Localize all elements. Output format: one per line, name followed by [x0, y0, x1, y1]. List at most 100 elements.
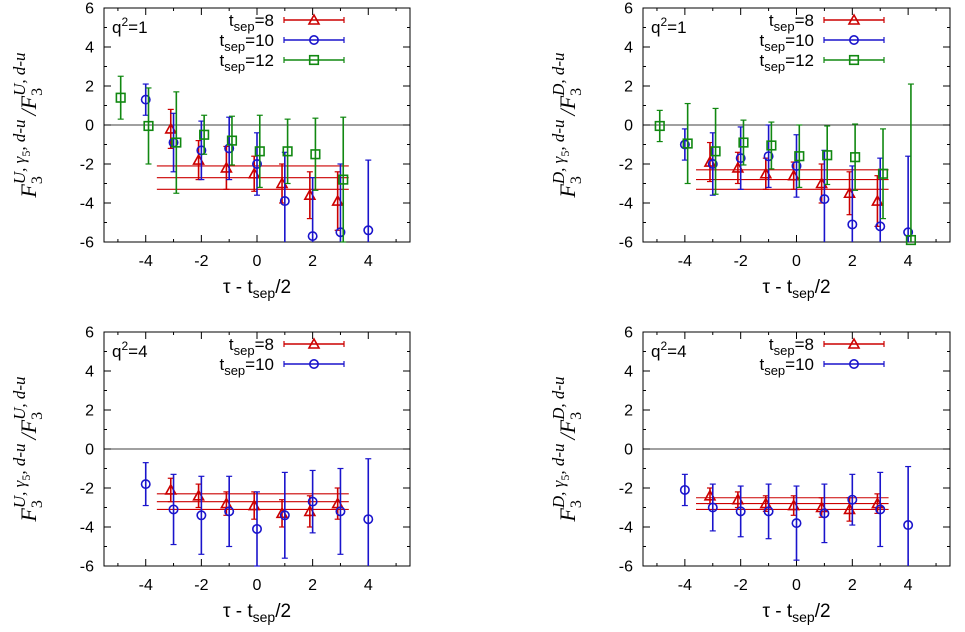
data-point — [847, 494, 858, 505]
x-tick-label: -4 — [139, 253, 153, 270]
legend-label: tsep=10 — [759, 31, 814, 54]
y-axis-label: F3U, γ5, d-u/F3U, d-u — [10, 376, 46, 522]
y-tick-label: 6 — [85, 1, 94, 18]
data-point — [682, 138, 693, 149]
legend-label: tsep=8 — [769, 335, 814, 358]
y-tick-label: -6 — [619, 235, 633, 252]
data-point — [905, 234, 917, 246]
data-point — [877, 168, 889, 179]
y-tick-label: 0 — [624, 442, 633, 459]
data-point — [819, 508, 830, 519]
data-point — [875, 221, 886, 232]
chart-panel-4: 6 4 2 0 -2 -4 -6 -4 -2 0 2 4 τ - tsep/2 F3D, γ5, d-u/… — [549, 325, 951, 625]
data-point — [654, 120, 665, 132]
y-tick-label: 6 — [624, 1, 633, 18]
x-tick-label: -2 — [734, 577, 748, 594]
data-point — [707, 502, 718, 513]
y-axis-label: F3U, γ5, d-u/F3U, d-u — [10, 52, 46, 198]
legend-label: tsep=10 — [219, 31, 274, 54]
series-tsep=10 — [679, 465, 914, 566]
y-tick-label: -6 — [80, 235, 94, 252]
y-tick-label: -2 — [80, 481, 94, 498]
q2-label: q2=1 — [651, 15, 687, 37]
x-tick-label: 0 — [253, 253, 262, 270]
y-tick-label: 6 — [624, 325, 633, 342]
y-tick-label: 4 — [85, 40, 94, 57]
y-tick-label: -6 — [619, 559, 633, 576]
y-tick-label: 2 — [85, 79, 94, 96]
chart-panel-2: 6 4 2 0 -2 -4 -6 -4 -2 0 2 4 τ - tsep/2 F3D, γ5, d-u/… — [549, 1, 951, 301]
data-point — [279, 510, 290, 521]
legend-label: tsep=8 — [229, 11, 274, 34]
x-tick-label: 0 — [253, 577, 262, 594]
series-tsep=10 — [140, 458, 374, 567]
data-point — [791, 160, 802, 171]
x-tick-label: -4 — [678, 577, 692, 594]
legend-marker — [847, 13, 861, 25]
data-point — [735, 153, 746, 164]
x-tick-label: 4 — [904, 577, 913, 594]
q2-label: q2=1 — [112, 15, 148, 37]
x-tick-label: -2 — [734, 253, 748, 270]
y-axis-label: F3D, γ5, d-u/F3D, d-u — [549, 376, 585, 522]
y-tick-label: -4 — [619, 196, 633, 213]
legend-marker — [307, 337, 321, 349]
data-point — [171, 137, 182, 148]
x-tick-label: 2 — [308, 577, 317, 594]
data-point — [335, 506, 346, 517]
data-point — [226, 135, 238, 146]
data-point — [875, 504, 886, 515]
y-tick-label: -4 — [80, 196, 94, 213]
legend-label: tsep=12 — [759, 51, 814, 74]
legend-label: tsep=8 — [769, 11, 814, 34]
x-tick-label: 0 — [792, 577, 801, 594]
data-point — [763, 506, 774, 517]
x-axis-label: τ - tsep/2 — [762, 277, 830, 301]
y-tick-label: 4 — [85, 364, 94, 381]
legend-marker — [308, 358, 319, 369]
x-tick-label: 0 — [792, 253, 801, 270]
data-point — [819, 194, 830, 205]
data-point — [763, 151, 774, 162]
data-point — [307, 496, 318, 507]
data-point — [335, 227, 346, 238]
legend-marker — [308, 54, 320, 66]
y-tick-label: 6 — [85, 325, 94, 342]
data-point — [310, 149, 321, 160]
data-point — [679, 139, 690, 150]
series-tsep=8 — [696, 487, 889, 522]
data-point — [794, 151, 805, 162]
series-tsep=8 — [156, 108, 349, 231]
x-tick-label: 2 — [308, 253, 317, 270]
y-tick-label: 2 — [624, 403, 633, 420]
data-point — [363, 225, 374, 236]
x-tick-label: -2 — [194, 577, 208, 594]
data-point — [282, 146, 293, 157]
data-point — [903, 520, 914, 531]
y-tick-label: -2 — [619, 481, 633, 498]
y-tick-label: 4 — [624, 40, 633, 57]
x-tick-label: 4 — [904, 253, 913, 270]
data-point — [115, 92, 126, 103]
x-axis-label: τ - tsep/2 — [223, 277, 291, 301]
data-point — [822, 150, 833, 161]
data-point — [254, 146, 265, 157]
x-axis-label: τ - tsep/2 — [223, 601, 291, 625]
series-tsep=12 — [654, 83, 917, 246]
data-point — [707, 159, 718, 170]
data-point — [791, 518, 802, 529]
y-axis-label: F3D, γ5, d-u/F3D, d-u — [549, 52, 585, 198]
y-tick-label: 0 — [85, 442, 94, 459]
q2-label: q2=4 — [112, 339, 148, 361]
data-point — [168, 504, 179, 515]
series-tsep=8 — [696, 141, 889, 227]
x-tick-label: -4 — [139, 577, 153, 594]
y-tick-label: -2 — [619, 157, 633, 174]
legend-marker — [848, 34, 859, 45]
y-tick-label: -4 — [619, 520, 633, 537]
legend-label: tsep=12 — [219, 51, 274, 74]
y-tick-label: -4 — [80, 520, 94, 537]
legend-marker — [847, 337, 861, 349]
data-point — [140, 94, 151, 105]
q2-label: q2=4 — [651, 339, 687, 361]
